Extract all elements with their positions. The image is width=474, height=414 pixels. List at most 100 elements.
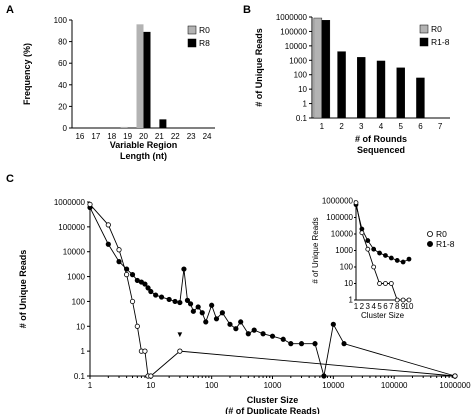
- c-point-r1-8-15: [158, 294, 165, 300]
- inset-line-r0: [355, 202, 409, 301]
- chart-a: 0 20 40 60 80 100 16 17 18 19 20 21 22 23 24 Frequency …: [22, 16, 215, 161]
- legend-label-r0: R0: [199, 25, 210, 35]
- inset-x-tick-label: 10: [405, 302, 414, 311]
- chart-b: 0.1 1 10 100 1000 10000 100000 1000000 1 2 3 4 5 6 7 # …: [254, 13, 450, 155]
- c-point-r1-8-400: [245, 331, 251, 337]
- legend-swatch-r8: [187, 38, 197, 48]
- inset-point-r0-10: [406, 297, 412, 303]
- y-tick-label: 1000: [289, 56, 307, 65]
- inset-point-r1-8-7: [388, 255, 394, 261]
- legend-swatch-r0: [419, 24, 429, 34]
- x-tick-label: 19: [123, 132, 132, 141]
- y-tick-label: 1000000: [276, 13, 308, 22]
- inset-x-tick-label: 8: [395, 302, 400, 311]
- inset-point-r1-8-3: [365, 238, 371, 243]
- c-line-r0: [89, 204, 456, 377]
- legend-label-r1-8: R1-8: [436, 239, 455, 249]
- x-tick-label: 21: [155, 132, 164, 141]
- y-tick-label: 100: [294, 71, 308, 80]
- bar-r8-21: [159, 119, 167, 128]
- y-tick-label: 100: [72, 297, 86, 306]
- bar-r8-20: [143, 31, 151, 129]
- inset-x-tick-label: 5: [377, 302, 382, 311]
- x-tick-label: 22: [171, 132, 180, 141]
- bar-r0-20: [136, 24, 144, 128]
- c-point-r1-8-45: [187, 301, 194, 307]
- y-tick-label: 1: [81, 347, 86, 356]
- inset-point-r1-8-8: [394, 258, 400, 263]
- y-tick-label: 80: [58, 38, 67, 47]
- y-tick-label: 10: [76, 322, 85, 331]
- inset-x-axis-title: Cluster Size: [361, 311, 405, 320]
- c-point-r1-8-60: [195, 304, 201, 310]
- c-point-r1-8-7000: [321, 373, 327, 379]
- inset-line-r1-8: [355, 204, 410, 263]
- c-point-r1-8-1500: [280, 336, 286, 342]
- y-tick-label: 100000: [280, 27, 307, 36]
- legend-marker-r0: [426, 230, 433, 237]
- panel-label-c: C: [6, 173, 14, 185]
- c-point-r1-8-5000: [312, 341, 318, 347]
- c-point-r1-8-150: [219, 310, 225, 316]
- c-point-r1-8-500: [251, 327, 257, 333]
- y-tick-label: 60: [58, 59, 67, 68]
- panel-label-a: A: [6, 4, 14, 16]
- legend-label-r0: R0: [431, 24, 442, 34]
- inset-x-tick-label: 6: [383, 302, 388, 311]
- x-tick-label: 1000000: [439, 381, 471, 390]
- bar-r1-8-3: [357, 57, 366, 119]
- inset-x-tick-label: 9: [401, 302, 406, 311]
- y-tick-label: 40: [58, 81, 67, 90]
- x-axis-title-line-1: Variable Region: [110, 140, 178, 150]
- inset-point-r0-1: [353, 200, 359, 205]
- x-tick-label: 5: [398, 122, 403, 131]
- c-point-r1-8-100: [209, 302, 215, 308]
- inset-point-r0-7: [388, 281, 394, 286]
- inset-x-tick-label: 1: [354, 302, 359, 311]
- c-point-r1-8-250: [233, 326, 239, 332]
- legend-swatch-r0: [187, 25, 197, 35]
- y-tick-label: 10000: [285, 42, 308, 51]
- c-point-r0-6: [134, 323, 140, 329]
- bar-r1-8-2: [337, 51, 346, 119]
- inset-y-tick-label: 10000: [331, 230, 354, 239]
- x-tick-label: 24: [203, 132, 212, 141]
- y-tick-label: 1000: [67, 273, 85, 282]
- c-point-r0-1: [87, 201, 93, 208]
- y-tick-label: 10000: [63, 248, 86, 257]
- y-tick-label: 1000000: [54, 198, 86, 207]
- x-tick-label: 16: [75, 132, 84, 141]
- x-tick-label: 1: [88, 381, 93, 390]
- legend-marker-r1-8: [426, 240, 433, 247]
- x-tick-label: 3: [359, 122, 364, 131]
- legend-label-r8: R8: [199, 38, 210, 48]
- c-point-r0-5: [129, 298, 136, 305]
- c-point-r0-1000000: [452, 373, 458, 379]
- c-point-r1-8-1000: [269, 333, 276, 339]
- c-point-r0-10: [148, 373, 154, 379]
- x-tick-label: 18: [107, 132, 116, 141]
- x-axis-title-line-1: Cluster Size: [247, 395, 299, 405]
- inset-point-r0-6: [383, 281, 388, 286]
- x-tick-label: 10000: [322, 381, 345, 390]
- c-point-r0-30: [177, 348, 183, 354]
- x-tick-label: 23: [187, 132, 196, 141]
- inset-y-tick-label: 100: [340, 263, 354, 272]
- c-point-r0-3: [116, 247, 122, 253]
- x-tick-label: 17: [91, 132, 100, 141]
- x-tick-label: 10: [146, 381, 155, 390]
- x-tick-label: 1000: [264, 381, 282, 390]
- c-point-r0-8: [142, 348, 148, 354]
- x-axis-title-line-2: Sequenced: [357, 145, 405, 155]
- inset-point-r0-5: [377, 281, 382, 286]
- inset-x-tick-label: 4: [371, 302, 376, 311]
- y-axis-title: Frequency (%): [22, 43, 32, 105]
- y-tick-label: 10: [298, 85, 307, 94]
- y-tick-label: 0: [63, 124, 68, 133]
- inset-x-tick-label: 7: [389, 302, 394, 311]
- c-point-r1-8-2000: [288, 341, 294, 347]
- c-point-r1-8-40: [184, 297, 191, 303]
- legend-label-r1-8: R1-8: [431, 37, 450, 47]
